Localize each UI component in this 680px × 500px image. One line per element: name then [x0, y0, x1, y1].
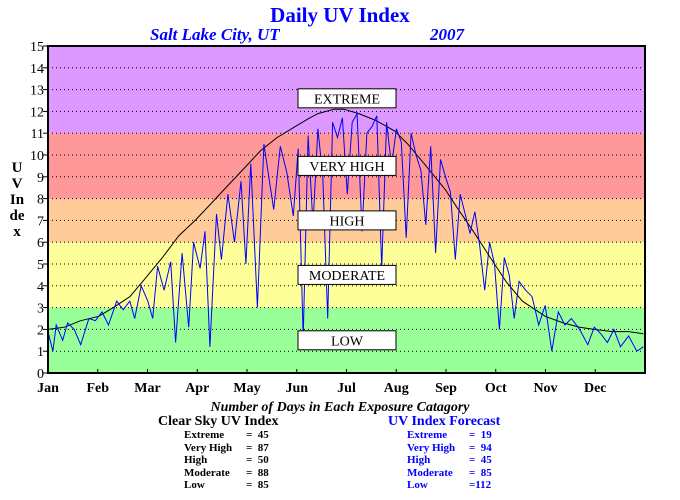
- forecast-row-label: Extreme: [407, 429, 448, 441]
- clear-sky-table-title: Clear Sky UV Index: [158, 414, 279, 429]
- band-label-text: EXTREME: [314, 92, 380, 107]
- y-tick-label: 1: [37, 345, 44, 360]
- clear-sky-row-value: = 88: [246, 466, 269, 479]
- clear-sky-row-label: Low: [184, 479, 205, 492]
- y-tick-label: 2: [37, 323, 44, 338]
- band-label-box: [297, 88, 397, 109]
- x-tick-label: Jul: [337, 381, 356, 396]
- band-label-text: VERY HIGH: [309, 160, 384, 175]
- y-tick-label: 10: [30, 149, 44, 164]
- band-label-box: [297, 330, 397, 351]
- band-label-box: [297, 210, 397, 231]
- clear-sky-row-label: Moderate: [184, 466, 230, 479]
- y-tick-label: 7: [37, 214, 44, 229]
- band-label-box: [297, 155, 397, 176]
- x-tick-label: Jan: [37, 381, 59, 396]
- band-label-text: MODERATE: [309, 269, 385, 284]
- y-axis-label: UV Index: [9, 160, 25, 240]
- y-tick-label: 12: [30, 105, 44, 120]
- chart-subtitle: Salt Lake City, UT: [150, 25, 280, 44]
- forecast-row-value: = 19: [469, 429, 492, 441]
- y-tick-label: 5: [37, 258, 44, 273]
- forecast-row-label: High: [407, 454, 431, 467]
- clear-sky-row-value: = 50: [246, 454, 269, 467]
- x-tick-label: Dec: [584, 381, 607, 396]
- y-tick-label: 9: [37, 171, 44, 186]
- forecast-table-title: UV Index Forecast: [388, 414, 501, 429]
- band-label-box: [297, 264, 397, 285]
- y-tick-label: 0: [37, 367, 44, 382]
- clear-sky-row-label: Very High: [184, 441, 233, 454]
- clear-sky-row-value: = 45: [246, 429, 269, 441]
- chart-year: 2007: [430, 25, 464, 44]
- forecast-table: Extreme = 19 Very High = 94 High = 45 Moderate…: [407, 429, 557, 495]
- band-label-text: HIGH: [330, 214, 365, 229]
- y-tick-label: 3: [37, 302, 44, 317]
- x-tick-label: Nov: [533, 381, 557, 396]
- forecast-row-label: Low: [407, 479, 428, 492]
- x-tick-label: Apr: [185, 381, 209, 396]
- days-heading: Number of Days in Each Exposure Catagory: [210, 400, 470, 415]
- y-tick-label: 11: [31, 127, 44, 142]
- clear-sky-row-value: = 85: [246, 479, 269, 492]
- forecast-row-value: = 45: [469, 454, 492, 467]
- y-tick-label: 4: [37, 280, 44, 295]
- y-tick-label: 15: [30, 40, 44, 55]
- clear-sky-row-label: Extreme: [184, 429, 225, 441]
- y-tick-label: 6: [37, 236, 44, 251]
- x-tick-label: May: [233, 381, 260, 396]
- x-tick-label: Aug: [384, 381, 409, 396]
- forecast-row-label: Moderate: [407, 466, 453, 479]
- clear-sky-row-value: = 87: [246, 441, 269, 454]
- band-label-text: LOW: [331, 334, 364, 349]
- clear-sky-table: Extreme = 45 Very High = 87 High = 50 Moderate…: [184, 429, 334, 495]
- forecast-row-value: =112: [469, 479, 492, 492]
- forecast-row-value: = 85: [469, 466, 492, 479]
- exposure-bands: [48, 46, 645, 373]
- x-tick-label: Oct: [485, 381, 507, 396]
- y-tick-label: 14: [30, 62, 44, 77]
- band-labels: LOW MODERATE HIGH VERY HIGH EXTREME: [297, 88, 397, 351]
- x-tick-label: Jun: [285, 381, 308, 396]
- x-tick-label: Sep: [435, 381, 457, 396]
- forecast-row-label: Very High: [407, 441, 456, 454]
- x-tick-label: Mar: [134, 381, 160, 396]
- series-line-clear-sky: [47, 108, 644, 335]
- y-tick-label: 8: [37, 193, 44, 208]
- x-tick-label: Feb: [86, 381, 109, 396]
- chart-title: Daily UV Index: [270, 3, 410, 27]
- y-tick-label: 13: [30, 84, 44, 99]
- forecast-row-value: = 94: [469, 441, 492, 454]
- clear-sky-row-label: High: [184, 454, 208, 467]
